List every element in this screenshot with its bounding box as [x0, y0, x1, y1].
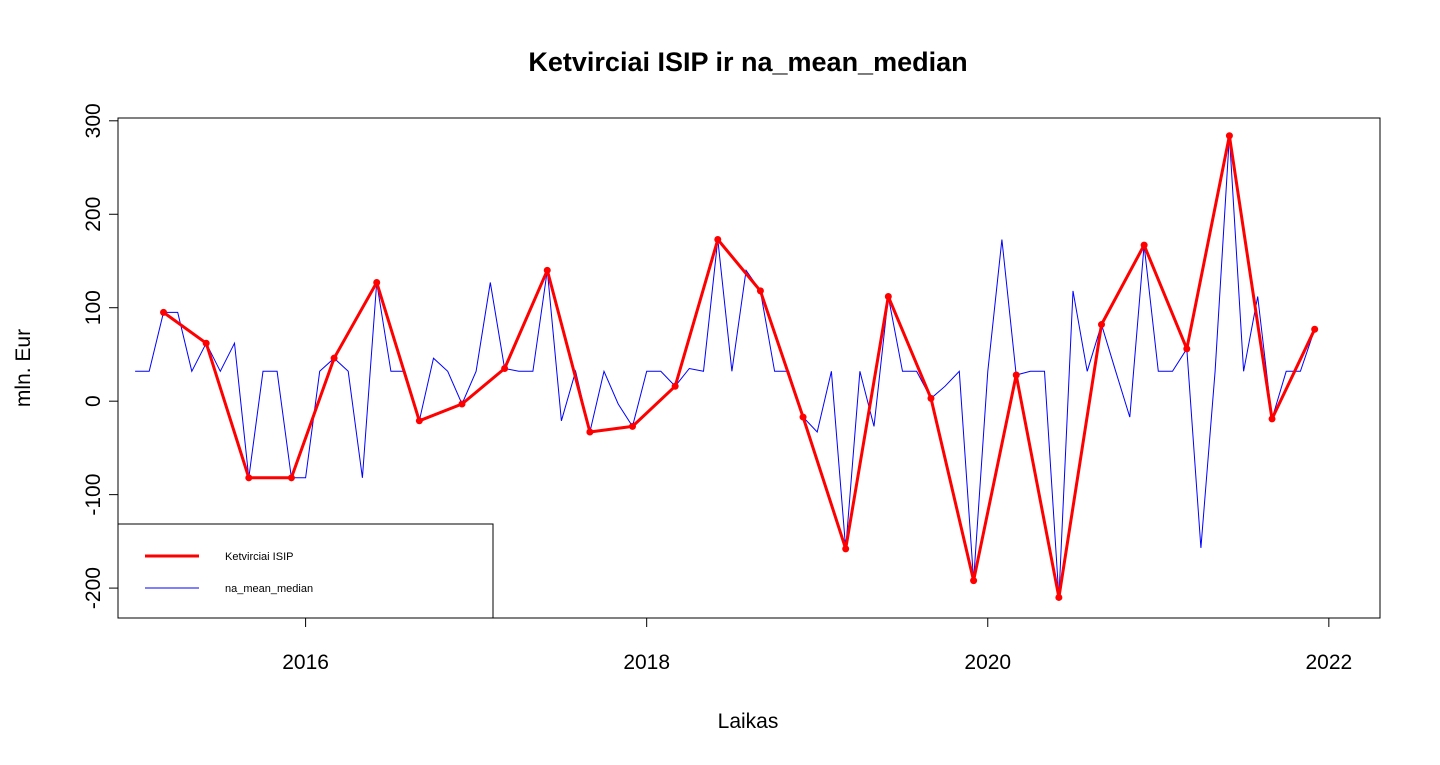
- data-point-ketvirciai-isip: [543, 266, 551, 274]
- data-point-ketvirciai-isip: [330, 354, 338, 362]
- data-point-ketvirciai-isip: [202, 339, 210, 347]
- legend: Ketvirciai ISIP na_mean_median: [117, 523, 494, 619]
- data-point-ketvirciai-isip: [842, 545, 850, 553]
- x-tick-label: 2020: [964, 651, 1011, 674]
- data-point-ketvirciai-isip: [1311, 325, 1319, 333]
- data-point-ketvirciai-isip: [160, 308, 168, 316]
- data-point-ketvirciai-isip: [1012, 371, 1020, 379]
- data-point-ketvirciai-isip: [1098, 321, 1106, 329]
- x-axis-label: Laikas: [718, 710, 779, 733]
- x-tick-label: 2022: [1305, 651, 1352, 674]
- data-point-ketvirciai-isip: [415, 417, 423, 425]
- data-point-ketvirciai-isip: [970, 577, 978, 585]
- y-tick-label: 100: [82, 290, 105, 325]
- x-axis: 2016 2018 2020 2022: [282, 618, 1352, 674]
- data-point-ketvirciai-isip: [586, 428, 594, 436]
- data-point-ketvirciai-isip: [1055, 593, 1063, 601]
- x-tick-label: 2016: [282, 651, 329, 674]
- series-line-ketvirciai-isip: [162, 134, 1317, 599]
- legend-label-na-mean-median: na_mean_median: [225, 583, 313, 595]
- data-point-ketvirciai-isip: [927, 394, 935, 402]
- chart-title: Ketvirciai ISIP ir na_mean_median: [528, 47, 967, 77]
- y-tick-label: 0: [82, 395, 105, 407]
- legend-box: [117, 523, 494, 619]
- data-point-ketvirciai-isip: [1183, 345, 1191, 353]
- legend-label-isip: Ketvirciai ISIP: [225, 551, 293, 563]
- y-tick-label: 200: [82, 197, 105, 232]
- data-point-ketvirciai-isip: [458, 400, 466, 408]
- plot-frame: [117, 117, 1381, 619]
- y-tick-label: 300: [82, 103, 105, 138]
- data-point-ketvirciai-isip: [245, 474, 253, 482]
- y-axis-label: mln. Eur: [12, 329, 35, 407]
- y-axis: -200 -100 0 100 200 300: [82, 103, 118, 609]
- data-point-ketvirciai-isip: [714, 235, 722, 243]
- data-point-ketvirciai-isip: [501, 364, 509, 372]
- data-point-ketvirciai-isip: [1268, 415, 1276, 423]
- data-point-ketvirciai-isip: [884, 293, 892, 301]
- data-point-ketvirciai-isip: [1225, 132, 1233, 140]
- data-point-ketvirciai-isip: [756, 287, 764, 295]
- y-tick-label: -200: [82, 567, 105, 609]
- data-point-ketvirciai-isip: [1140, 241, 1148, 249]
- data-point-ketvirciai-isip: [287, 474, 295, 482]
- y-tick-label: -100: [82, 474, 105, 516]
- data-point-ketvirciai-isip: [373, 278, 381, 286]
- data-point-ketvirciai-isip: [629, 422, 637, 430]
- x-tick-label: 2018: [623, 651, 670, 674]
- data-point-ketvirciai-isip: [671, 382, 679, 390]
- plot-series: [135, 132, 1319, 601]
- data-point-ketvirciai-isip: [799, 413, 807, 421]
